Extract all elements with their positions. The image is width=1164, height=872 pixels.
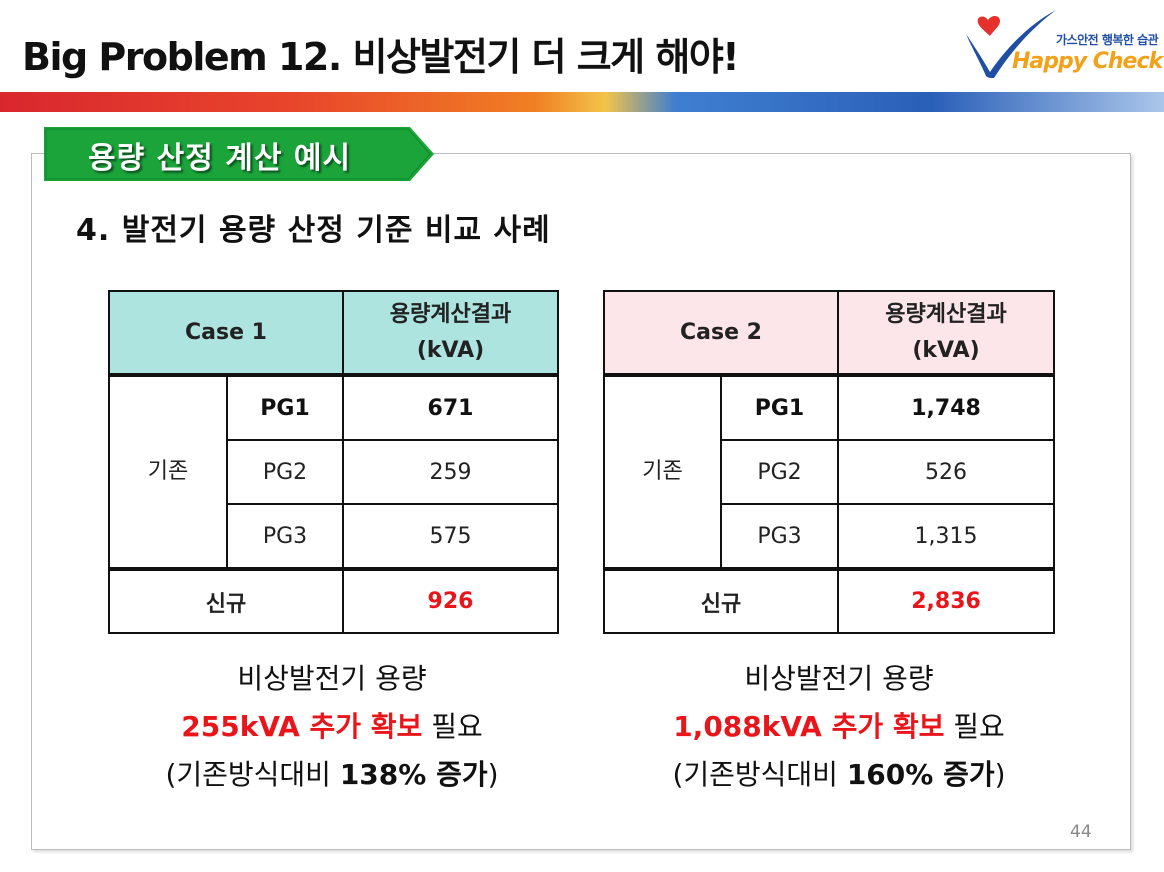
page-title: Big Problem 12. 비상발전기 더 크게 해야! — [22, 35, 740, 79]
case1-pg2-name: PG2 — [225, 439, 345, 505]
case1-caption-line3: (기존방식대비 138% 증가) — [132, 751, 532, 799]
case2-new-label: 신규 — [602, 567, 840, 634]
case1-result-header-line2: (kVA) — [416, 337, 485, 363]
case2-caption-line3: (기존방식대비 160% 증가) — [629, 751, 1049, 799]
table-row: PG3 1,315 — [604, 503, 1056, 570]
case2-new-row: 신규 2,836 — [602, 567, 1056, 634]
case2-caption-paren-open: (기존방식대비 — [672, 758, 847, 791]
case1-new-row: 신규 926 — [107, 567, 560, 634]
case1-header-row: Case 1 용량계산결과 (kVA) — [107, 290, 560, 377]
table-row: PG2 526 — [604, 439, 1056, 505]
case2-new-value: 2,836 — [837, 567, 1056, 634]
case2-caption-line1: 비상발전기 용량 — [744, 662, 934, 695]
header-stripe — [0, 92, 1164, 112]
case1-caption-line2: 255kVA 추가 확보 필요 — [132, 703, 532, 751]
case2-caption-need: 필요 — [944, 710, 1005, 743]
page-number: 44 — [1070, 822, 1092, 842]
table-row: 기존 PG1 1,748 — [603, 374, 1056, 570]
case2-caption: 비상발전기 용량 1,088kVA 추가 확보 필요 (기존방식대비 160% … — [629, 655, 1049, 799]
case2-pg3-name: PG3 — [719, 503, 840, 570]
case1-pg3-value: 575 — [342, 503, 560, 570]
case2-caption-highlight: 1,088kVA 추가 확보 — [673, 710, 945, 743]
logo-name: Happy Check — [1012, 49, 1163, 74]
case1-caption-ratio: 138% 증가 — [339, 758, 488, 791]
case1-caption-need: 필요 — [422, 710, 483, 743]
case1-caption-highlight: 255kVA 추가 확보 — [181, 710, 423, 743]
case1-group-label: 기존 — [108, 374, 228, 570]
case1-new-value: 926 — [342, 567, 560, 634]
case1-label: Case 1 — [107, 290, 345, 377]
case2-pg3-value: 1,315 — [837, 503, 1056, 570]
case1-caption-line1: 비상발전기 용량 — [237, 662, 427, 695]
happy-check-logo — [960, 6, 1160, 86]
case2-caption-ratio: 160% 증가 — [846, 758, 995, 791]
case2-pg2-name: PG2 — [719, 439, 840, 505]
section-heading: 4. 발전기 용량 산정 기준 비교 사례 — [76, 213, 551, 248]
case1-pg2-value: 259 — [342, 439, 560, 505]
case2-table: Case 2 용량계산결과 (kVA) 기존 PG1 1,748 PG2 526… — [602, 290, 1056, 634]
case1-caption: 비상발전기 용량 255kVA 추가 확보 필요 (기존방식대비 138% 증가… — [132, 655, 532, 799]
case1-caption-paren-open: (기존방식대비 — [165, 758, 340, 791]
table-row: PG3 575 — [109, 503, 560, 570]
case2-caption-paren-close: ) — [994, 758, 1006, 791]
case2-label: Case 2 — [602, 290, 840, 377]
case2-caption-line2: 1,088kVA 추가 확보 필요 — [629, 703, 1049, 751]
case1-pg1-name: PG1 — [225, 374, 345, 441]
table-row: 기존 PG1 671 — [108, 374, 560, 570]
case1-pg1-value: 671 — [342, 374, 560, 441]
case2-result-header-line2: (kVA) — [912, 337, 980, 363]
case1-table: Case 1 용량계산결과 (kVA) 기존 PG1 671 PG2 259 P… — [107, 290, 560, 634]
case2-result-header: 용량계산결과 (kVA) — [837, 290, 1056, 377]
case2-result-header-line1: 용량계산결과 — [885, 301, 1007, 327]
case2-header-row: Case 2 용량계산결과 (kVA) — [602, 290, 1056, 377]
case2-pg2-value: 526 — [837, 439, 1056, 505]
case1-result-header-line1: 용량계산결과 — [389, 301, 512, 327]
case1-caption-paren-close: ) — [487, 758, 499, 791]
case2-pg1-name: PG1 — [719, 374, 840, 441]
case1-pg3-name: PG3 — [225, 503, 345, 570]
case2-group-label: 기존 — [603, 374, 722, 570]
table-row: PG2 259 — [109, 439, 560, 505]
case2-pg1-value: 1,748 — [837, 374, 1056, 441]
section-tag — [44, 127, 434, 181]
logo-tagline: 가스안전 행복한 습관 — [1056, 33, 1159, 47]
section-tag-label: 용량 산정 계산 예시 — [88, 141, 352, 176]
case1-new-label: 신규 — [107, 567, 345, 634]
case1-result-header: 용량계산결과 (kVA) — [342, 290, 560, 377]
